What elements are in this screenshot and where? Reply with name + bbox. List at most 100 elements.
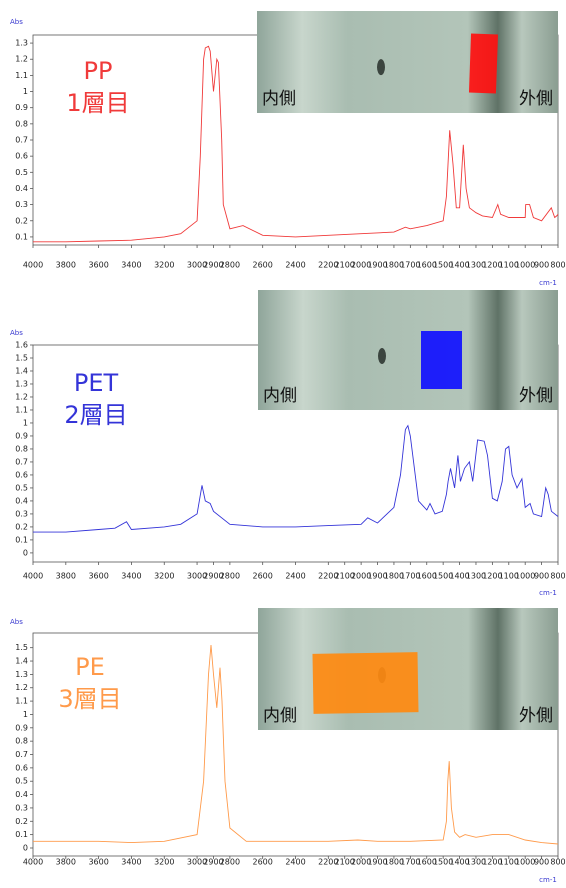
- sample-region: [421, 331, 462, 389]
- x-tick-label: 3600: [88, 261, 108, 270]
- sample-label: PP: [84, 57, 113, 85]
- inner-side-label: 内側: [263, 706, 297, 726]
- outer-side-label: 外側: [519, 386, 553, 406]
- y-tick-label: 0.4: [15, 790, 28, 799]
- x-tick-label: 3800: [56, 261, 76, 270]
- photo-inset: [258, 290, 558, 410]
- x-tick-label: 3800: [56, 572, 76, 581]
- outer-side-label: 外側: [519, 89, 553, 109]
- x-tick-label: 2400: [285, 261, 305, 270]
- x-tick-label: 3200: [154, 572, 174, 581]
- y-tick-label: 1: [23, 87, 28, 96]
- y-tick-label: 0.1: [15, 535, 28, 544]
- y-tick-label: 1: [23, 710, 28, 719]
- photo-inset: [257, 11, 558, 113]
- y-tick-label: 0.4: [15, 184, 28, 193]
- x-tick-label: 2800: [220, 858, 240, 867]
- x-tick-label: 2400: [285, 858, 305, 867]
- y-tick-label: 1.2: [15, 392, 28, 401]
- x-tick-label: 1000: [515, 261, 535, 270]
- x-tick-label: 2600: [253, 858, 273, 867]
- spectrum-line: [33, 426, 558, 532]
- y-tick-label: 1.1: [15, 405, 28, 414]
- x-tick-label: 4000: [23, 261, 43, 270]
- x-tick-label: 800: [550, 572, 565, 581]
- y-tick-label: 0.1: [15, 232, 28, 241]
- y-tick-label: 0.3: [15, 200, 28, 209]
- photo-spot: [378, 348, 386, 364]
- y-tick-label: 0.7: [15, 750, 28, 759]
- y-tick-label: 0.8: [15, 119, 28, 128]
- y-tick-label: 1.2: [15, 683, 28, 692]
- y-tick-label: 0.5: [15, 777, 28, 786]
- x-tick-label: 4000: [23, 572, 43, 581]
- y-tick-label: 1.1: [15, 71, 28, 80]
- y-tick-label: 1.4: [15, 657, 28, 666]
- y-tick-label: 1.5: [15, 643, 28, 652]
- y-tick-label: 1.6: [15, 341, 28, 350]
- y-tick-label: 0.9: [15, 431, 28, 440]
- photo-spot: [377, 59, 385, 75]
- sample-label: PE: [75, 653, 105, 681]
- y-tick-label: 1: [23, 418, 28, 427]
- y-tick-label: 0.9: [15, 103, 28, 112]
- y-tick-label: 0.4: [15, 496, 28, 505]
- y-tick-label: 0: [23, 843, 28, 852]
- x-tick-label: 3400: [121, 261, 141, 270]
- x-tick-label: 2600: [253, 261, 273, 270]
- y-tick-label: 1.5: [15, 353, 28, 362]
- sample-label: 3層目: [58, 685, 121, 713]
- x-tick-label: 3400: [121, 572, 141, 581]
- y-tick-label: 1.3: [15, 39, 28, 48]
- y-tick-label: 0.5: [15, 483, 28, 492]
- y-tick-label: 1.2: [15, 55, 28, 64]
- y-tick-label: 0.6: [15, 152, 28, 161]
- y-tick-label: 0: [23, 548, 28, 557]
- x-tick-label: 3600: [88, 572, 108, 581]
- y-axis-label: Abs: [10, 618, 23, 626]
- x-tick-label: 2400: [285, 572, 305, 581]
- x-tick-label: 2800: [220, 572, 240, 581]
- y-tick-label: 0.3: [15, 509, 28, 518]
- y-axis-label: Abs: [10, 18, 23, 26]
- y-tick-label: 0.2: [15, 216, 28, 225]
- x-tick-label: 900: [534, 572, 549, 581]
- y-tick-label: 0.2: [15, 817, 28, 826]
- sample-region: [312, 652, 418, 714]
- y-tick-label: 0.2: [15, 522, 28, 531]
- x-tick-label: 900: [534, 261, 549, 270]
- y-tick-label: 0.6: [15, 470, 28, 479]
- x-tick-label: 2600: [253, 572, 273, 581]
- inner-side-label: 内側: [263, 386, 297, 406]
- sample-label: 1層目: [66, 89, 129, 117]
- y-tick-label: 1.1: [15, 697, 28, 706]
- x-tick-label: 800: [550, 858, 565, 867]
- y-tick-label: 0.3: [15, 803, 28, 812]
- sample-label: 2層目: [64, 401, 127, 429]
- sample-region: [469, 34, 498, 94]
- y-tick-label: 0.8: [15, 444, 28, 453]
- x-axis-label: cm-1: [539, 876, 557, 884]
- x-tick-label: 3200: [154, 858, 174, 867]
- page: Abs cm-1 0.1 0.2 0.3 0.4 0.5 0.6 0.7 0.8 0.9 1 1.1 1.…: [0, 0, 566, 884]
- y-tick-label: 1.3: [15, 670, 28, 679]
- y-tick-label: 0.8: [15, 737, 28, 746]
- x-tick-label: 3800: [56, 858, 76, 867]
- y-tick-label: 0.7: [15, 457, 28, 466]
- x-axis-label: cm-1: [539, 279, 557, 287]
- x-tick-label: 900: [534, 858, 549, 867]
- x-tick-label: 1000: [515, 572, 535, 581]
- x-tick-label: 3400: [121, 858, 141, 867]
- x-tick-label: 2800: [220, 261, 240, 270]
- y-tick-label: 0.7: [15, 136, 28, 145]
- sample-label: PET: [74, 369, 119, 397]
- outer-side-label: 外側: [519, 706, 553, 726]
- y-tick-label: 0.6: [15, 763, 28, 772]
- x-tick-label: 3600: [88, 858, 108, 867]
- x-tick-label: 4000: [23, 858, 43, 867]
- y-axis-label: Abs: [10, 329, 23, 337]
- x-tick-label: 800: [550, 261, 565, 270]
- y-tick-label: 1.3: [15, 379, 28, 388]
- y-tick-label: 0.9: [15, 723, 28, 732]
- inner-side-label: 内側: [262, 89, 296, 109]
